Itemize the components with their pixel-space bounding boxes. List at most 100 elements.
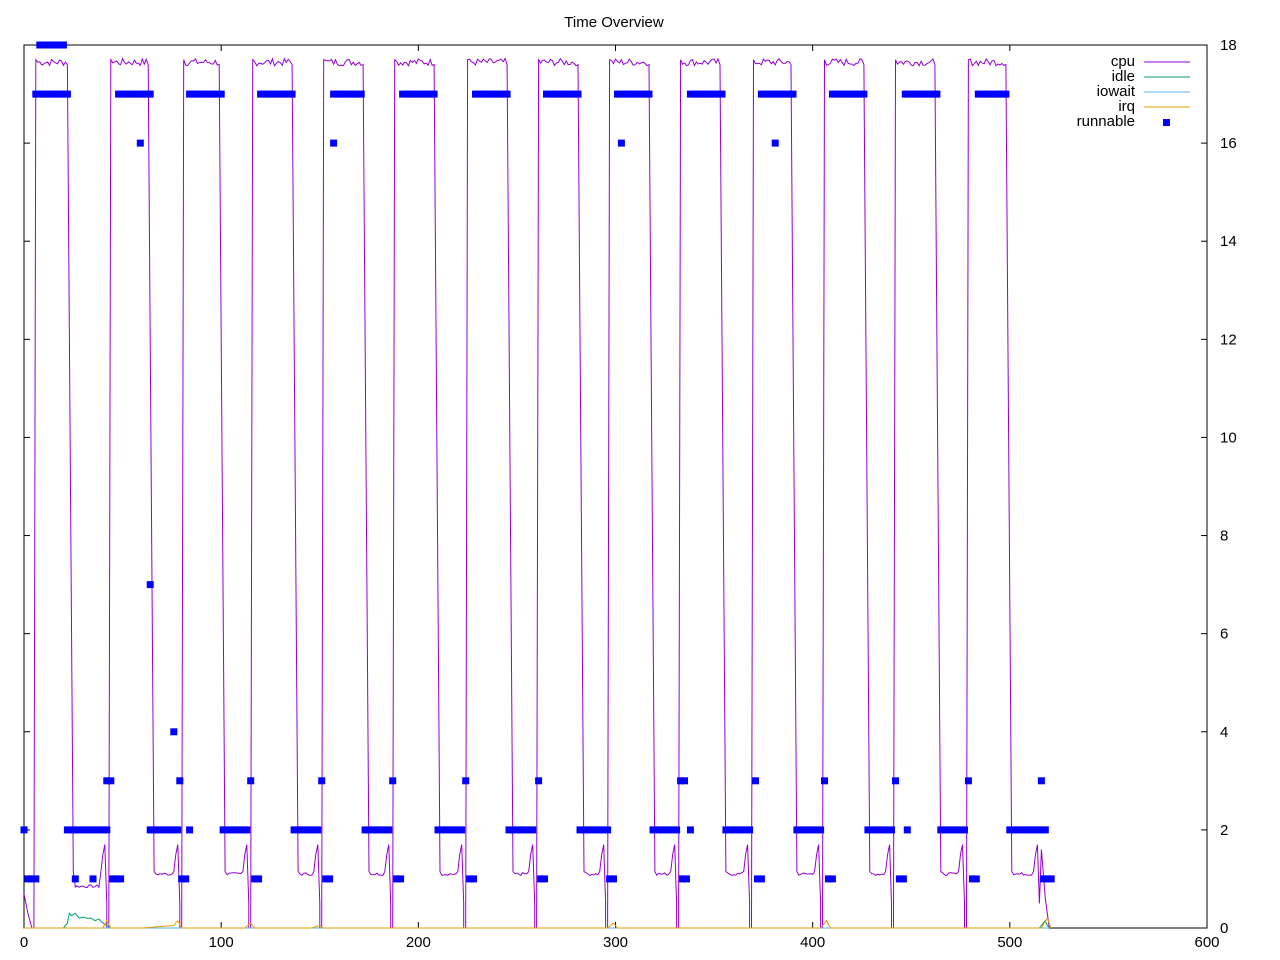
runnable-point (913, 90, 921, 98)
runnable-point (294, 826, 302, 834)
runnable-point (257, 90, 265, 98)
runnable-point (247, 777, 255, 785)
runnable-point (48, 90, 56, 98)
runnable-point (298, 826, 306, 834)
runnable-point (91, 826, 99, 834)
runnable-point (673, 826, 681, 834)
runnable-point (290, 826, 298, 834)
runnable-point (170, 728, 178, 736)
runnable-point (438, 826, 446, 834)
runnable-point (458, 826, 466, 834)
legend-label-iowait: iowait (1097, 83, 1136, 100)
runnable-point (937, 826, 945, 834)
runnable-point (592, 826, 600, 834)
y-tick-label: 14 (1220, 233, 1237, 250)
runnable-point (1018, 826, 1026, 834)
runnable-point (872, 826, 880, 834)
runnable-point (994, 90, 1002, 98)
runnable-point (158, 826, 166, 834)
runnable-point (1033, 826, 1041, 834)
runnable-point (574, 90, 582, 98)
runnable-point (134, 90, 142, 98)
runnable-point (52, 41, 59, 49)
y-tick-label: 0 (1220, 920, 1228, 937)
runnable-point (399, 90, 407, 98)
runnable-point (197, 90, 205, 98)
runnable-point (637, 90, 645, 98)
runnable-point (793, 826, 801, 834)
x-tick-label: 600 (1194, 934, 1219, 951)
runnable-point (649, 826, 657, 834)
runnable-point (621, 90, 629, 98)
runnable-point (302, 826, 310, 834)
runnable-point (773, 90, 781, 98)
runnable-point (892, 777, 899, 785)
runnable-point (974, 90, 982, 98)
runnable-point (28, 875, 36, 883)
runnable-point (334, 90, 341, 98)
runnable-point (330, 90, 338, 98)
runnable-point (113, 875, 121, 883)
runnable-point (836, 90, 844, 98)
runnable-point (690, 90, 698, 98)
runnable-point (36, 90, 44, 98)
runnable-point (809, 826, 817, 834)
runnable-point (357, 90, 365, 98)
runnable-point (318, 777, 326, 785)
runnable-point (115, 90, 123, 98)
runnable-point (968, 875, 976, 883)
runnable-point (645, 90, 653, 98)
runnable-point (706, 90, 714, 98)
runnable-point (521, 826, 529, 834)
legend-label-cpu: cpu (1111, 53, 1135, 70)
runnable-point (243, 826, 251, 834)
runnable-point (491, 90, 499, 98)
runnable-point (227, 826, 235, 834)
runnable-point (888, 826, 895, 834)
runnable-point (239, 826, 247, 834)
runnable-point (272, 90, 280, 98)
runnable-point (406, 90, 414, 98)
runnable-point (669, 826, 677, 834)
runnable-point (726, 826, 734, 834)
runnable-point (142, 90, 150, 98)
runnable-point (714, 90, 722, 98)
y-tick-label: 2 (1220, 822, 1228, 839)
runnable-point (1043, 875, 1051, 883)
runnable-series (20, 41, 1055, 883)
x-tick-label: 100 (209, 934, 234, 951)
runnable-point (953, 826, 961, 834)
runnable-point (186, 826, 194, 834)
runnable-point (546, 90, 554, 98)
y-tick-label: 16 (1220, 135, 1237, 152)
runnable-point (454, 826, 462, 834)
runnable-point (410, 90, 418, 98)
runnable-point (56, 41, 63, 49)
runnable-point (576, 826, 584, 834)
runnable-point (36, 41, 44, 49)
runnable-point (442, 826, 450, 834)
runnable-point (677, 777, 685, 785)
runnable-point (964, 777, 972, 785)
runnable-point (686, 826, 694, 834)
runnable-point (921, 90, 929, 98)
runnable-point (730, 826, 738, 834)
runnable-point (127, 90, 134, 98)
runnable-point (389, 777, 397, 785)
runnable-point (44, 41, 52, 49)
runnable-point (109, 875, 117, 883)
runnable-point (136, 139, 144, 147)
runnable-point (683, 875, 690, 883)
x-tick-label: 0 (20, 934, 28, 951)
runnable-point (710, 90, 718, 98)
runnable-point (832, 90, 840, 98)
x-axis: 0 100 200 300 400 500 600 (20, 45, 1220, 951)
runnable-point (56, 90, 63, 98)
runnable-point (1030, 826, 1037, 834)
x-tick-label: 500 (997, 934, 1022, 951)
runnable-point (369, 826, 377, 834)
runnable-point (314, 826, 322, 834)
runnable-point (479, 90, 487, 98)
runnable-point (182, 875, 190, 883)
